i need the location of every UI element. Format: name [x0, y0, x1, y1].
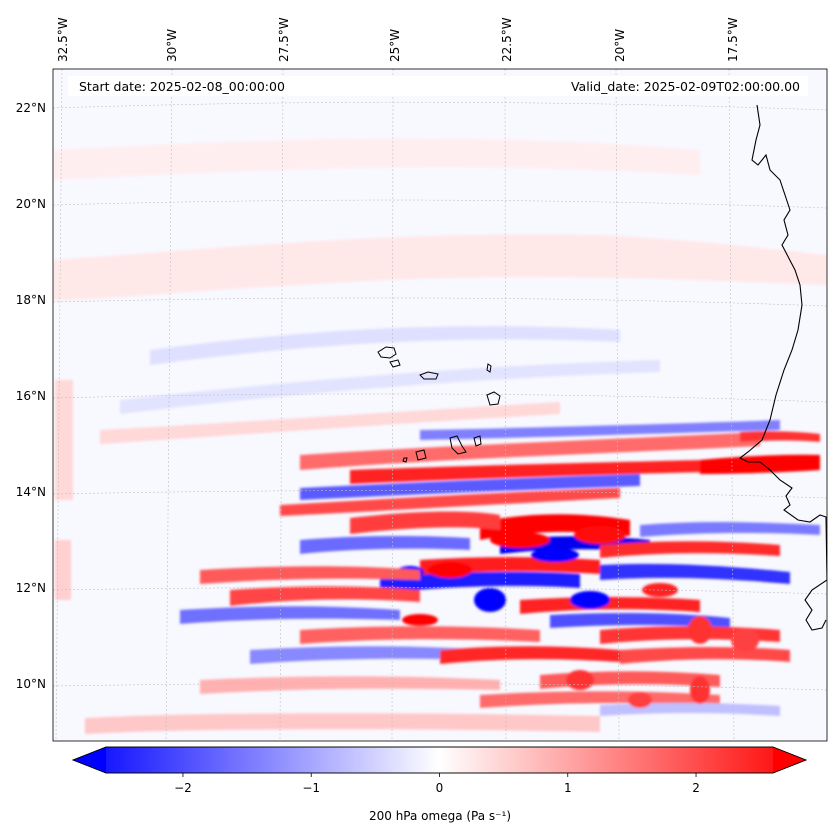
- lon-label: 25°W: [388, 29, 402, 62]
- lat-label: 10°N: [16, 677, 46, 691]
- lat-label: 14°N: [16, 485, 46, 499]
- lon-label: 17.5°W: [726, 17, 740, 62]
- colorbar-body: [71, 746, 808, 774]
- colorbar-label: 200 hPa omega (Pa s⁻¹): [369, 809, 511, 823]
- start-date-label: Start date: 2025-02-08_00:00:00: [79, 79, 285, 94]
- lon-label: 20°W: [613, 29, 627, 62]
- lon-label: 27.5°W: [277, 17, 291, 62]
- header-strip: [68, 76, 808, 96]
- colorbar-tick-label: 2: [692, 781, 700, 795]
- lon-label: 30°W: [165, 29, 179, 62]
- lat-label: 22°N: [16, 101, 46, 115]
- lat-label: 12°N: [16, 581, 46, 595]
- lat-label: 20°N: [16, 197, 46, 211]
- map-frame: [52, 68, 828, 742]
- lon-label: 32.5°W: [56, 17, 70, 62]
- colorbar-tick-label: −2: [174, 781, 192, 795]
- map-panel: Start date: 2025-02-08_00:00:00 Valid_da…: [16, 17, 828, 742]
- lat-axis: 22°N 20°N 18°N 16°N 14°N 12°N 10°N: [16, 101, 46, 691]
- colorbar-tick-label: −1: [302, 781, 320, 795]
- valid-date-label: Valid_date: 2025-02-09T02:00:00.00: [571, 79, 800, 94]
- lat-label: 18°N: [16, 293, 46, 307]
- lon-axis: 32.5°W 30°W 27.5°W 25°W 22.5°W 20°W 17.5…: [56, 17, 740, 62]
- graticule: [53, 69, 827, 741]
- lon-label: 22.5°W: [500, 17, 514, 62]
- lat-label: 16°N: [16, 389, 46, 403]
- colorbar-max-extend: [773, 747, 806, 773]
- omega-field: [53, 69, 827, 741]
- colorbar-tick-label: 1: [564, 781, 572, 795]
- colorbar-min-extend: [73, 747, 106, 773]
- colorbar: −2 −1 0 1 2 200 hPa omega (Pa s⁻¹): [71, 746, 808, 823]
- colorbar-ticks: −2 −1 0 1 2: [174, 773, 700, 795]
- cape-verde-islands: [377, 346, 501, 463]
- colorbar-tick-label: 0: [436, 781, 444, 795]
